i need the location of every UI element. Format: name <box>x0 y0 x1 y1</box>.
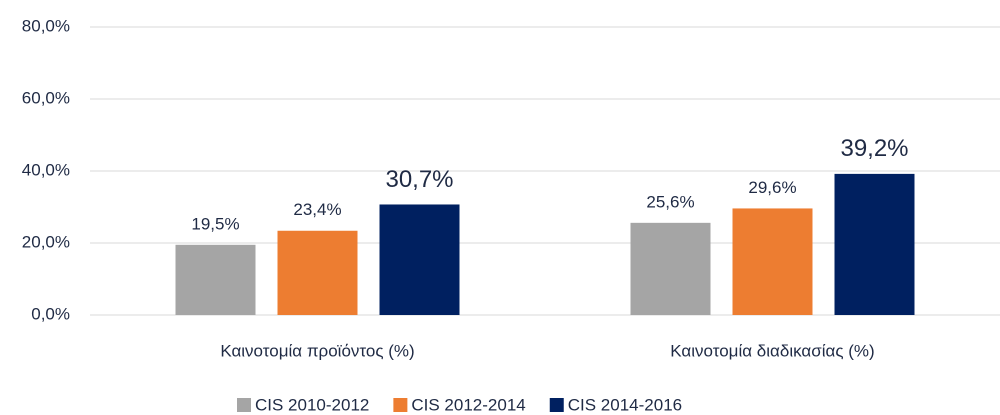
bar <box>630 222 711 315</box>
bar <box>277 230 358 315</box>
y-tick-label: 80,0% <box>22 16 70 35</box>
x-tick-label: Καινοτομία προϊόντος (%) <box>220 341 414 360</box>
data-label: 19,5% <box>191 214 239 233</box>
y-tick-label: 20,0% <box>22 232 70 251</box>
x-tick-label: Καινοτομία διαδικασίας (%) <box>670 341 874 360</box>
legend-swatch <box>237 398 251 412</box>
bar <box>379 204 460 315</box>
legend-swatch <box>393 398 408 412</box>
data-label: 25,6% <box>646 192 694 211</box>
legend-label: CIS 2010-2012 <box>255 395 369 414</box>
data-label: 39,2% <box>840 135 908 162</box>
data-label: 30,7% <box>385 166 453 193</box>
y-tick-label: 60,0% <box>22 88 70 107</box>
bar <box>834 173 915 315</box>
bar <box>732 208 813 315</box>
data-label: 23,4% <box>293 200 341 219</box>
legend-label: CIS 2014-2016 <box>568 395 682 414</box>
legend-label: CIS 2012-2014 <box>411 395 525 414</box>
legend-swatch <box>549 398 564 412</box>
y-tick-label: 0,0% <box>31 304 70 323</box>
bar <box>175 244 256 315</box>
y-tick-label: 40,0% <box>22 160 70 179</box>
data-label: 29,6% <box>748 178 796 197</box>
